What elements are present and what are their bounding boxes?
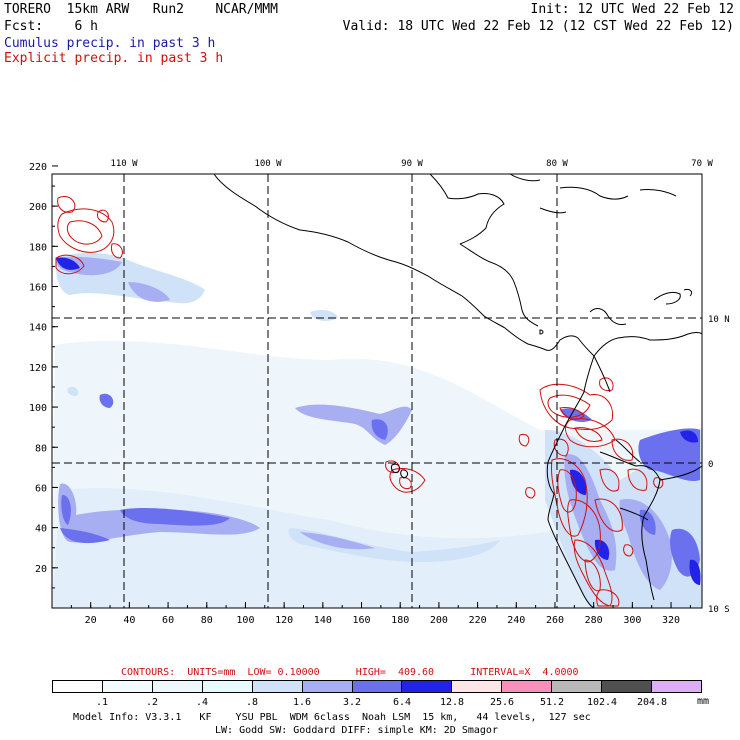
coastlines xyxy=(213,174,702,608)
colorbar-cell xyxy=(652,681,701,692)
colorbar-label: 51.2 xyxy=(539,697,565,708)
colorbar-cell xyxy=(202,681,253,692)
left-tick-label: 80 xyxy=(35,443,47,454)
valid-time: Valid: 18 UTC Wed 22 Feb 12 (12 CST Wed … xyxy=(342,19,734,34)
physics-info: LW: Godd SW: Goddard DIFF: simple KM: 2D… xyxy=(215,725,498,736)
colorbar-label: .8 xyxy=(245,697,259,708)
left-tick-label: 40 xyxy=(35,524,47,535)
colorbar xyxy=(52,680,702,693)
left-tick-label: 180 xyxy=(29,242,47,253)
longitude-label: 100 W xyxy=(254,159,282,169)
model-info: Model Info: V3.3.1 KF YSU PBL WDM 6class… xyxy=(73,712,591,723)
bottom-tick-label: 80 xyxy=(201,615,213,626)
model-title: TORERO 15km ARW Run2 NCAR/MMM xyxy=(4,2,278,17)
longitude-label: 90 W xyxy=(401,159,423,169)
bottom-tick-label: 180 xyxy=(391,615,409,626)
right-latitude-axis: 10 N 0 10 S xyxy=(708,315,730,615)
colorbar-label: 6.4 xyxy=(392,697,412,708)
colorbar-cell xyxy=(602,681,653,692)
colorbar-label: 3.2 xyxy=(342,697,362,708)
colorbar-cell xyxy=(102,681,153,692)
bottom-tick-label: 200 xyxy=(430,615,448,626)
left-axis: 220 200 180 160 140 120 100 80 60 40 20 xyxy=(29,162,58,589)
colorbar-cell xyxy=(452,681,503,692)
explicit-legend: Explicit precip. in past 3 h xyxy=(4,51,224,66)
colorbar-cell xyxy=(502,681,553,692)
bottom-tick-label: 220 xyxy=(469,615,487,626)
longitude-label: 110 W xyxy=(110,159,138,169)
bottom-tick-label: 20 xyxy=(85,615,97,626)
bottom-tick-label: 60 xyxy=(162,615,174,626)
colorbar-label: 25.6 xyxy=(489,697,515,708)
forecast-hour: Fcst: 6 h xyxy=(4,19,98,34)
contours-info: CONTOURS: UNITS=mm LOW= 0.10000 HIGH= 40… xyxy=(121,667,579,678)
colorbar-label: 1.6 xyxy=(292,697,312,708)
latitude-label: 0 xyxy=(708,460,713,470)
bottom-tick-label: 100 xyxy=(236,615,254,626)
init-time: Init: 12 UTC Wed 22 Feb 12 xyxy=(530,2,735,17)
longitude-label: 70 W xyxy=(691,159,713,169)
bottom-tick-label: 120 xyxy=(275,615,293,626)
colorbar-label: 102.4 xyxy=(586,697,618,708)
bottom-tick-label: 260 xyxy=(546,615,564,626)
colorbar-label: 12.8 xyxy=(439,697,465,708)
colorbar-label: .2 xyxy=(145,697,159,708)
cumulus-legend: Cumulus precip. in past 3 h xyxy=(4,36,216,51)
bottom-tick-label: 240 xyxy=(507,615,525,626)
latlon-grid xyxy=(52,174,702,608)
latitude-label: 10 S xyxy=(708,605,730,615)
bottom-axis: 20 40 60 80 100 120 140 160 180 200 220 240 260 280 30… xyxy=(70,602,691,626)
colorbar-label: 204.8 xyxy=(636,697,668,708)
precip-shading xyxy=(52,252,702,608)
colorbar-units: mm xyxy=(697,696,710,707)
bottom-tick-label: 300 xyxy=(623,615,641,626)
colorbar-cell xyxy=(252,681,303,692)
left-tick-label: 220 xyxy=(29,162,47,173)
colorbar-cell xyxy=(302,681,353,692)
bottom-tick-label: 140 xyxy=(314,615,332,626)
left-tick-label: 140 xyxy=(29,323,47,334)
bottom-tick-label: 320 xyxy=(662,615,680,626)
bottom-tick-label: 280 xyxy=(585,615,603,626)
colorbar-cell xyxy=(152,681,203,692)
left-tick-label: 120 xyxy=(29,363,47,374)
colorbar-cell xyxy=(402,681,453,692)
colorbar-label: .4 xyxy=(195,697,209,708)
left-tick-label: 20 xyxy=(35,564,47,575)
left-tick-label: 200 xyxy=(29,202,47,213)
map-frame xyxy=(51,173,703,609)
left-tick-label: 100 xyxy=(29,403,47,414)
colorbar-cell xyxy=(352,681,403,692)
colorbar-cell xyxy=(552,681,603,692)
bottom-tick-label: 160 xyxy=(352,615,370,626)
colorbar-label: .1 xyxy=(95,697,109,708)
longitude-label: 80 W xyxy=(546,159,568,169)
top-longitude-axis: 110 W 100 W 90 W 80 W 70 W xyxy=(110,159,713,169)
left-tick-label: 60 xyxy=(35,483,47,494)
latitude-label: 10 N xyxy=(708,315,730,325)
bottom-tick-label: 40 xyxy=(123,615,135,626)
colorbar-cell xyxy=(53,681,103,692)
explicit-precip-contours xyxy=(55,196,664,607)
left-tick-label: 160 xyxy=(29,283,47,294)
